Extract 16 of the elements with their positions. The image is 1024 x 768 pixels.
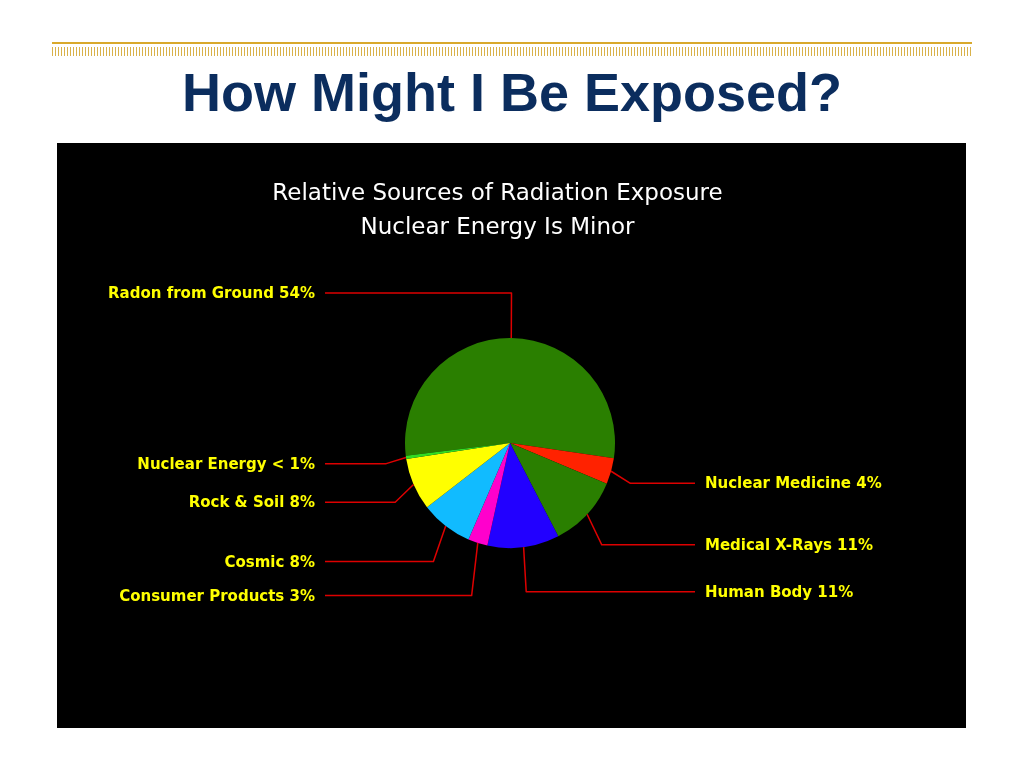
pie-slice [468,443,510,546]
pie-slice [426,443,510,540]
slice-label: Consumer Products 3% [119,586,315,605]
slice-label: Rock & Soil 8% [188,493,315,512]
pie-slice [510,443,614,484]
pie-slice [487,443,559,548]
slice-label: Cosmic 8% [224,552,315,571]
slice-label: Radon from Ground 54% [108,284,315,303]
pie-slice [406,443,510,508]
slice-label: Human Body 11% [705,582,854,601]
pie-slice [405,443,510,460]
slice-label: Medical X-Rays 11% [705,535,873,554]
slice-label: Nuclear Medicine 4% [705,474,882,493]
chart-title: How Might I Be Exposed? [181,61,843,124]
chart-subtitle: Relative Sources of Radiation Exposure Nuclear Energy Is Minor [271,178,724,241]
slice-label: Nuclear Energy < 1% [137,454,315,473]
